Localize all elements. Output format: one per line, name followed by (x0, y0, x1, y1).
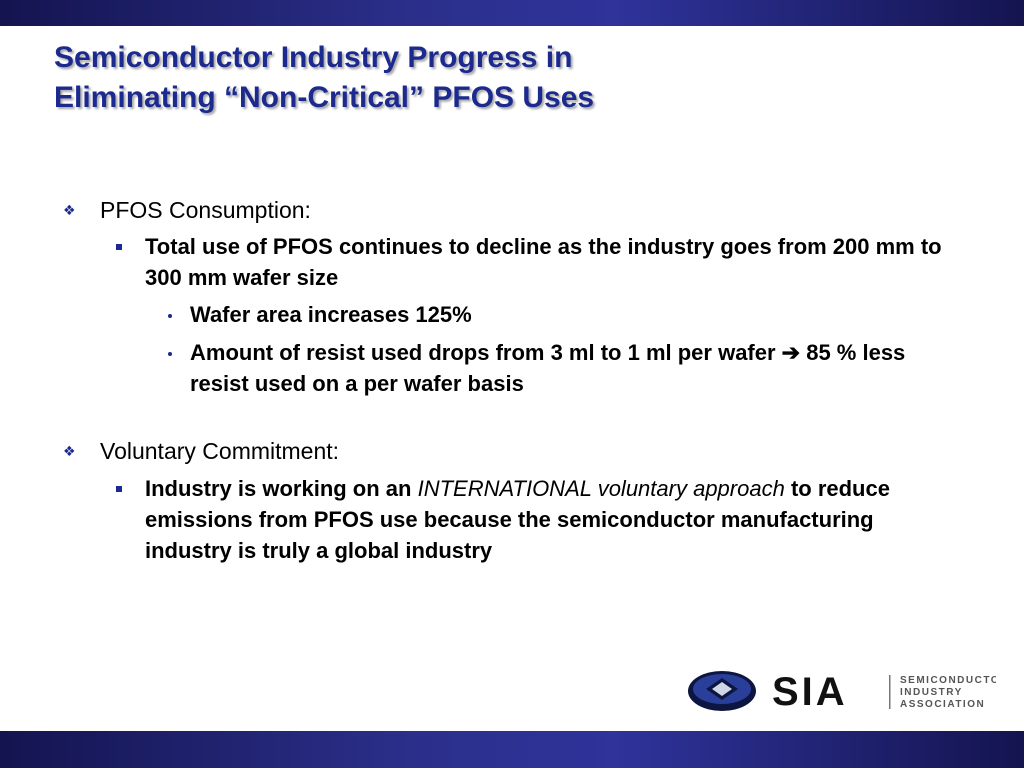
approach-text-b: to reduce emissions from PFOS use becaus… (145, 476, 890, 563)
dot-bullet-icon (168, 352, 172, 356)
bullet-wafer-area: Wafer area increases 125% (190, 302, 472, 327)
title-line-1: Semiconductor Industry Progress in (54, 41, 573, 74)
logo-text-line-3: ASSOCIATION (900, 699, 985, 710)
title-line-2: Eliminating “Non-Critical” PFOS Uses (54, 81, 595, 114)
slide-title: Semiconductor Industry Progress in Elimi… (54, 38, 954, 118)
approach-text-italic: INTERNATIONAL voluntary approach (417, 476, 785, 501)
top-band (0, 0, 1024, 26)
logo-text-line-2: INDUSTRY (900, 687, 963, 698)
sia-logo: SIA SEMICONDUCTOR INDUSTRY ASSOCIATION (688, 670, 996, 714)
sia-logo-mark-icon (688, 671, 756, 711)
right-arrow-icon: ➔ (781, 340, 801, 365)
logo-divider (889, 675, 891, 709)
square-bullet-icon (116, 486, 122, 492)
dot-bullet-icon (168, 314, 172, 318)
resist-text-a: Amount of resist used drops from 3 ml to… (190, 340, 782, 365)
bottom-band (0, 731, 1024, 768)
diamond-bullet-icon: ❖ (63, 443, 76, 459)
resist-text-b: 85 % less resist used on a per wafer bas… (190, 340, 906, 396)
logo-acronym: SIA (772, 670, 848, 714)
bullet-industry-approach: Industry is working on an INTERNATIONAL … (145, 473, 935, 566)
bullet-total-use: Total use of PFOS continues to decline a… (145, 234, 942, 290)
bullet-resist-amount: Amount of resist used drops from 3 ml to… (190, 337, 950, 399)
section-heading-voluntary-commitment: Voluntary Commitment: (100, 438, 340, 464)
diamond-bullet-icon: ❖ (63, 202, 76, 218)
section-heading-pfos-consumption: PFOS Consumption: (100, 197, 311, 223)
logo-text-line-1: SEMICONDUCTOR (900, 675, 996, 686)
square-bullet-icon (116, 244, 122, 250)
approach-text-a: Industry is working on an (145, 476, 418, 501)
